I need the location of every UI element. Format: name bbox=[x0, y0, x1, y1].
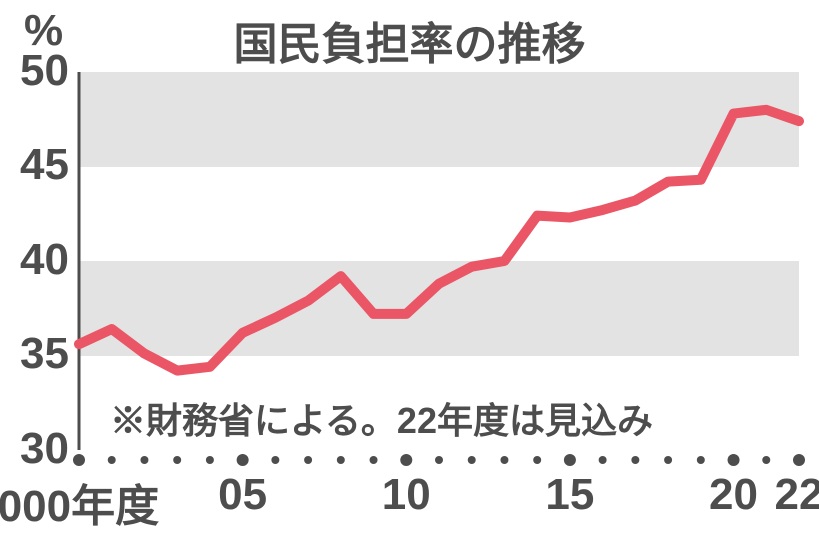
x-tick-dot bbox=[304, 456, 312, 464]
x-tick-dot bbox=[468, 456, 476, 464]
x-tick-dot bbox=[337, 456, 345, 464]
y-tick-label: 45 bbox=[0, 140, 69, 190]
x-tick-dot bbox=[793, 454, 805, 466]
x-tick-dot bbox=[173, 456, 181, 464]
chart-footnote: ※財務省による。22年度は見込み bbox=[110, 392, 653, 444]
x-tick-dot bbox=[728, 454, 740, 466]
x-tick-dot bbox=[631, 456, 639, 464]
x-tick-dot bbox=[271, 456, 279, 464]
y-tick-label: 50 bbox=[0, 46, 69, 96]
x-tick-dot bbox=[697, 456, 705, 464]
x-tick-dot bbox=[206, 456, 214, 464]
x-tick-label: 2000年度 bbox=[0, 470, 159, 534]
x-tick-dot bbox=[140, 456, 148, 464]
x-tick-dot bbox=[435, 456, 443, 464]
y-tick-label: 40 bbox=[0, 235, 69, 285]
x-tick-dot bbox=[762, 456, 770, 464]
x-tick-dot bbox=[664, 456, 672, 464]
x-tick-dot bbox=[237, 454, 249, 466]
x-tick-dot bbox=[370, 456, 378, 464]
x-tick-dot bbox=[564, 454, 576, 466]
y-tick-label: 35 bbox=[0, 329, 69, 379]
x-tick-dot bbox=[599, 456, 607, 464]
x-tick-dot bbox=[108, 456, 116, 464]
y-tick-label: 30 bbox=[0, 424, 69, 474]
x-tick-label: 20 bbox=[709, 470, 758, 520]
chart-title: 国民負担率の推移 bbox=[234, 8, 586, 72]
x-tick-dot bbox=[400, 454, 412, 466]
x-tick-label: 10 bbox=[382, 470, 431, 520]
x-tick-dot bbox=[500, 456, 508, 464]
chart-container: 国民負担率の推移 % ※財務省による。22年度は見込み 303540455020… bbox=[0, 0, 819, 535]
x-tick-label: 15 bbox=[545, 470, 594, 520]
data-line bbox=[79, 110, 799, 371]
x-tick-label: 22 bbox=[775, 470, 819, 520]
x-tick-label: 05 bbox=[218, 470, 267, 520]
x-tick-dot bbox=[73, 454, 85, 466]
x-tick-dot bbox=[533, 456, 541, 464]
